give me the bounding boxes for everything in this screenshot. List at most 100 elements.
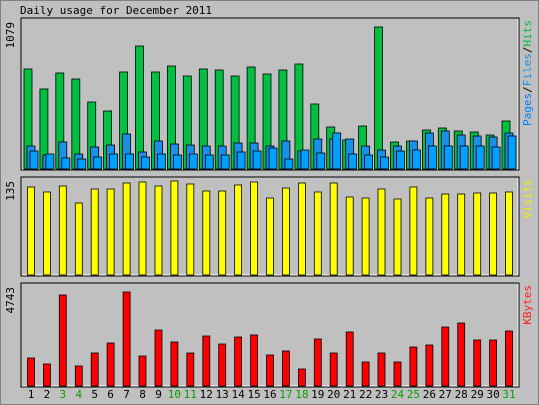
- legend-part: KBytes: [521, 285, 534, 325]
- day-label-19: 19: [311, 388, 324, 401]
- bar-visits-day-1: [27, 186, 35, 276]
- bar-pages-day-21: [348, 153, 358, 170]
- bar-visits-day-7: [122, 182, 131, 276]
- bar-visits-day-18: [297, 182, 306, 276]
- legend-kbytes: KBytes: [521, 285, 534, 325]
- chart-title: Daily usage for December 2011: [20, 4, 212, 17]
- bar-visits-day-14: [234, 184, 243, 276]
- bar-kbytes-day-1: [27, 357, 35, 387]
- bar-visits-day-30: [489, 192, 498, 276]
- day-label-6: 6: [107, 388, 114, 401]
- legend-part: Hits: [521, 20, 534, 47]
- bar-pages-day-24: [396, 150, 405, 170]
- bar-pages-day-20: [332, 132, 342, 170]
- day-label-4: 4: [75, 388, 82, 401]
- x-axis-day-labels: 1 2 3 4 5 6 7 8 9 10 11 12 13 14 15 16 17 18 19 20 21 22 23 24 2…: [28, 388, 516, 401]
- bar-pages-day-6: [109, 153, 118, 170]
- bar-visits-day-16: [266, 197, 274, 276]
- bar-visits-day-9: [154, 185, 163, 276]
- bar-kbytes-day-29: [473, 339, 482, 387]
- bar-visits-day-28: [457, 193, 466, 276]
- bar-visits-day-19: [313, 191, 322, 276]
- bar-kbytes-day-28: [457, 322, 466, 387]
- bar-kbytes-day-18: [297, 368, 306, 387]
- y-max-label-visits: 135: [4, 181, 17, 201]
- bar-kbytes-day-10: [170, 341, 179, 387]
- day-label-30: 30: [486, 388, 499, 401]
- bar-pages-day-12: [204, 154, 214, 170]
- bar-pages-day-27: [443, 145, 453, 170]
- bar-kbytes-day-2: [43, 363, 51, 387]
- legend-part: Files: [521, 53, 534, 86]
- panel-kbytes: 4743 KBytes: [4, 282, 534, 388]
- bar-kbytes-day-5: [90, 352, 99, 387]
- bar-kbytes-day-24: [393, 361, 402, 387]
- bar-pages-day-28: [459, 145, 469, 170]
- bar-pages-day-10: [172, 154, 182, 170]
- day-label-18: 18: [295, 388, 308, 401]
- bar-visits-day-5: [90, 188, 99, 276]
- bar-pages-day-29: [475, 145, 485, 170]
- day-label-26: 26: [423, 388, 436, 401]
- bar-pages-day-13: [220, 154, 230, 170]
- bar-visits-day-31: [505, 191, 513, 276]
- bar-pages-day-9: [157, 153, 166, 170]
- day-label-15: 15: [247, 388, 260, 401]
- bar-pages-day-5: [93, 156, 103, 170]
- day-label-11: 11: [184, 388, 197, 401]
- bar-visits-day-6: [106, 188, 115, 276]
- day-label-1: 1: [28, 388, 35, 401]
- bar-visits-day-22: [361, 197, 370, 276]
- bar-kbytes-day-9: [154, 329, 163, 387]
- day-label-20: 20: [327, 388, 340, 401]
- bar-kbytes-day-12: [202, 335, 211, 387]
- y-max-label-hits: 1079: [4, 22, 17, 49]
- bar-visits-day-20: [329, 182, 338, 276]
- bar-pages-day-8: [141, 156, 150, 170]
- bar-visits-day-8: [138, 181, 147, 276]
- bar-visits-day-13: [218, 190, 227, 276]
- day-label-13: 13: [216, 388, 229, 401]
- panel-visits: 135 Visits: [4, 176, 534, 277]
- bar-visits-day-21: [345, 196, 354, 276]
- bar-kbytes-day-6: [106, 342, 115, 387]
- bar-visits-day-23: [377, 188, 386, 276]
- bar-kbytes-day-4: [74, 365, 83, 387]
- bar-pages-day-17: [284, 158, 294, 170]
- day-label-16: 16: [263, 388, 276, 401]
- bar-visits-day-27: [441, 193, 450, 276]
- day-label-29: 29: [471, 388, 484, 401]
- bar-pages-day-4: [77, 158, 87, 170]
- bar-kbytes-day-25: [409, 346, 418, 387]
- bar-pages-day-25: [411, 149, 421, 170]
- day-label-3: 3: [59, 388, 66, 401]
- bar-visits-day-12: [202, 190, 211, 276]
- day-label-22: 22: [359, 388, 372, 401]
- bar-kbytes-day-31: [505, 330, 513, 387]
- day-label-17: 17: [279, 388, 292, 401]
- day-label-2: 2: [44, 388, 51, 401]
- bar-pages-day-22: [364, 154, 374, 170]
- day-label-31: 31: [502, 388, 515, 401]
- bar-kbytes-day-21: [345, 331, 354, 387]
- day-label-7: 7: [123, 388, 130, 401]
- bar-kbytes-day-7: [122, 291, 131, 387]
- legend-hits: Pages/Files/Hits: [521, 20, 534, 126]
- day-label-27: 27: [439, 388, 452, 401]
- day-label-5: 5: [91, 388, 98, 401]
- bar-visits-day-17: [281, 187, 290, 276]
- day-label-14: 14: [231, 388, 245, 401]
- bar-pages-day-3: [61, 157, 71, 170]
- bar-visits-day-2: [43, 191, 51, 276]
- day-label-9: 9: [155, 388, 162, 401]
- bar-pages-day-7: [125, 153, 134, 170]
- bar-kbytes-day-8: [138, 355, 147, 387]
- bar-hits-day-8: [135, 45, 144, 170]
- bar-pages-day-30: [491, 146, 501, 170]
- legend-part: /: [521, 86, 534, 93]
- bar-kbytes-day-26: [425, 344, 434, 387]
- bar-visits-day-24: [393, 198, 402, 276]
- bar-kbytes-day-13: [218, 343, 227, 387]
